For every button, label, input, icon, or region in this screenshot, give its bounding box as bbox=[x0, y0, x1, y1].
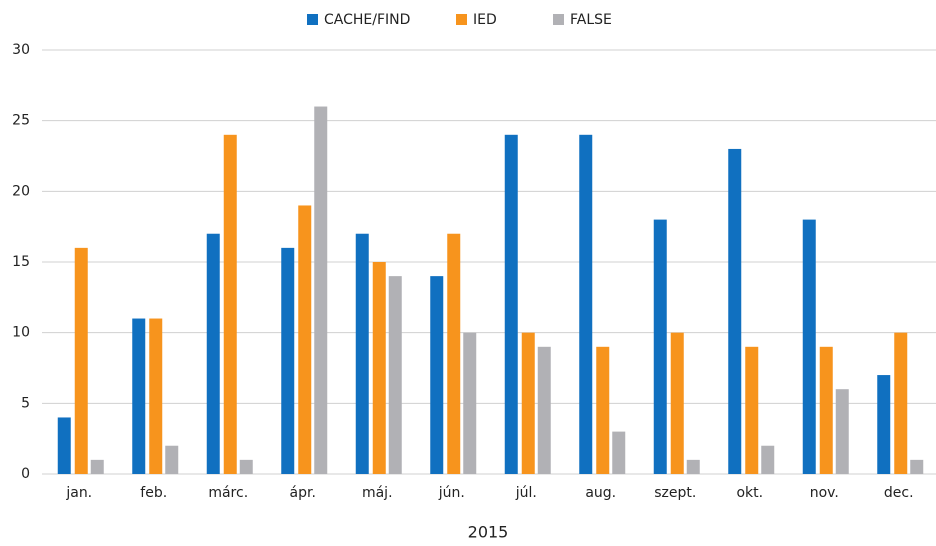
bar bbox=[802, 219, 816, 474]
bar bbox=[165, 445, 179, 474]
bar bbox=[430, 276, 444, 474]
bar bbox=[239, 459, 253, 474]
y-tick-label: 30 bbox=[12, 42, 30, 58]
x-tick-label: dec. bbox=[884, 485, 914, 501]
bar bbox=[579, 134, 593, 475]
bar bbox=[355, 233, 369, 474]
bar bbox=[653, 219, 667, 474]
x-tick-label: júl. bbox=[515, 485, 537, 501]
bar bbox=[314, 106, 328, 475]
bar bbox=[447, 233, 461, 474]
bar bbox=[463, 332, 477, 474]
bar bbox=[74, 247, 88, 474]
x-tick-label: aug. bbox=[585, 485, 616, 501]
legend-swatch bbox=[456, 14, 467, 25]
bar bbox=[761, 445, 775, 474]
legend-label: CACHE/FIND bbox=[324, 12, 410, 28]
bar bbox=[612, 431, 626, 474]
bar bbox=[298, 205, 312, 474]
x-tick-label: ápr. bbox=[290, 485, 316, 501]
y-tick-label: 15 bbox=[12, 254, 30, 270]
bar bbox=[206, 233, 220, 474]
bar bbox=[537, 346, 551, 474]
legend-swatch bbox=[307, 14, 318, 25]
x-axis-label: 2015 bbox=[468, 523, 509, 542]
x-tick-label: jan. bbox=[65, 485, 92, 501]
x-tick-label: máj. bbox=[362, 485, 393, 501]
bar bbox=[835, 389, 849, 474]
y-tick-label: 25 bbox=[12, 113, 30, 129]
bar bbox=[372, 262, 386, 474]
bar bbox=[819, 346, 833, 474]
bar bbox=[596, 346, 610, 474]
bar bbox=[877, 375, 891, 474]
bar bbox=[745, 346, 759, 474]
bar bbox=[521, 332, 535, 474]
x-tick-label: feb. bbox=[140, 485, 167, 501]
bar bbox=[281, 247, 295, 474]
legend-swatch bbox=[553, 14, 564, 25]
x-tick-label: okt. bbox=[736, 485, 763, 501]
bar bbox=[223, 134, 237, 475]
legend-label: IED bbox=[473, 12, 497, 28]
bar bbox=[90, 459, 104, 474]
x-tick-label: szept. bbox=[654, 485, 696, 501]
bar bbox=[388, 276, 402, 474]
x-tick-label: márc. bbox=[208, 485, 248, 501]
bar bbox=[894, 332, 908, 474]
bar bbox=[728, 148, 742, 474]
x-tick-label: jún. bbox=[438, 485, 465, 501]
y-tick-label: 0 bbox=[21, 466, 30, 482]
bar bbox=[57, 417, 71, 474]
legend-label: FALSE bbox=[570, 12, 612, 28]
bar bbox=[670, 332, 684, 474]
y-tick-label: 10 bbox=[12, 325, 30, 341]
x-tick-label: nov. bbox=[810, 485, 839, 501]
bar bbox=[504, 134, 518, 475]
y-tick-label: 5 bbox=[21, 395, 30, 411]
bar bbox=[132, 318, 146, 474]
bar bbox=[910, 459, 924, 474]
bar bbox=[686, 459, 700, 474]
bar bbox=[149, 318, 163, 474]
y-tick-label: 20 bbox=[12, 183, 30, 199]
